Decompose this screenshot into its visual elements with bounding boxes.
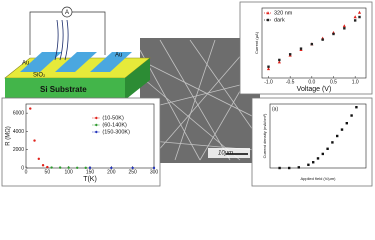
data-point — [312, 161, 315, 164]
data-point — [84, 166, 87, 170]
data-point — [266, 67, 271, 71]
plot-frame — [261, 7, 367, 79]
graphical-abstract: 10μm A Au Au SiO₂ Si Substrate -1.0 -0.5 0… — [1, 1, 373, 187]
data-point — [310, 42, 314, 46]
data-point — [331, 141, 334, 144]
data-point — [58, 166, 62, 169]
legend-marker — [266, 18, 270, 22]
electrode-label: Au — [22, 61, 29, 67]
x-tick-label: 150 — [86, 169, 95, 175]
x-tick-label: -0.5 — [286, 79, 295, 85]
data-point — [110, 166, 113, 170]
y-axis-label: R (MΩ) — [6, 126, 12, 145]
data-point — [343, 27, 346, 30]
legend-marker — [266, 11, 270, 15]
data-point — [307, 163, 310, 166]
data-point — [326, 147, 329, 150]
legend-marker — [95, 116, 98, 120]
y-axis-label: Current density (mA/cm²) — [262, 113, 267, 158]
y-tick-label: 4000 — [13, 129, 24, 135]
x-axis-label: T(K) — [83, 176, 97, 183]
data-point — [342, 24, 346, 28]
legend-marker — [95, 123, 98, 127]
data-point — [316, 157, 320, 160]
ammeter-label: A — [65, 10, 69, 16]
data-point — [278, 166, 281, 170]
y-tick-label: 6000 — [13, 110, 24, 116]
data-point — [278, 58, 281, 62]
data-point — [29, 107, 32, 110]
x-tick-label: 0.5 — [330, 79, 337, 85]
plot-frame — [269, 103, 367, 169]
data-point — [332, 32, 335, 36]
x-tick-label: 250 — [128, 169, 137, 175]
legend-label: 320 nm — [274, 10, 293, 16]
x-tick-label: 1.0 — [352, 79, 359, 85]
data-point — [336, 134, 339, 138]
electrode-label: Au — [115, 53, 122, 59]
panel — [1, 97, 161, 187]
y-tick-label: 2000 — [13, 147, 24, 153]
legend-label: (10-50K) — [102, 115, 124, 121]
data-point — [350, 114, 353, 117]
y-tick-label: 0 — [21, 165, 24, 171]
data-point — [288, 53, 292, 56]
x-tick-label: 50 — [45, 169, 51, 175]
data-point — [358, 15, 361, 19]
data-point — [33, 139, 36, 142]
data-point — [67, 166, 70, 169]
legend-label: (60-140K) — [102, 122, 127, 128]
data-point — [277, 60, 281, 64]
data-point — [88, 166, 92, 170]
data-point — [288, 166, 291, 170]
data-point — [297, 166, 300, 169]
data-point — [357, 10, 362, 14]
device-schematic: A Au Au SiO₂ Si Substrate — [4, 6, 151, 100]
data-point — [321, 152, 324, 156]
panel-label: (a) — [272, 106, 278, 112]
data-point — [353, 15, 357, 19]
data-point — [41, 164, 45, 167]
x-axis-label: Voltage (V) — [297, 86, 332, 93]
data-point — [76, 166, 79, 169]
panel — [251, 97, 373, 187]
data-point — [340, 128, 344, 131]
data-point — [152, 166, 156, 170]
data-point — [46, 165, 49, 169]
data-point — [267, 65, 270, 68]
data-point — [345, 122, 348, 125]
x-tick-label: 100 — [64, 169, 73, 175]
data-point — [131, 166, 134, 170]
legend-label: dark — [274, 17, 285, 23]
x-tick-label: 0 — [25, 169, 28, 175]
data-point — [50, 166, 53, 169]
data-point — [299, 47, 303, 50]
legend-label: (150-300K) — [102, 129, 130, 135]
y-axis-label: Current (μA) — [254, 31, 259, 54]
x-tick-label: 200 — [107, 169, 116, 175]
legend-marker — [95, 130, 98, 134]
x-axis-label: Applied field (V/μm) — [301, 176, 337, 181]
oxide-label: SiO₂ — [33, 73, 46, 79]
data-point — [355, 106, 358, 109]
x-tick-label: 300 — [150, 169, 159, 175]
data-point — [37, 157, 40, 161]
x-tick-label: -1.0 — [264, 79, 273, 85]
data-point — [321, 38, 324, 41]
x-tick-label: 0.0 — [308, 79, 315, 85]
data-point — [353, 19, 357, 22]
substrate-label: Si Substrate — [40, 85, 87, 94]
scale-label: 10μm — [218, 151, 233, 157]
